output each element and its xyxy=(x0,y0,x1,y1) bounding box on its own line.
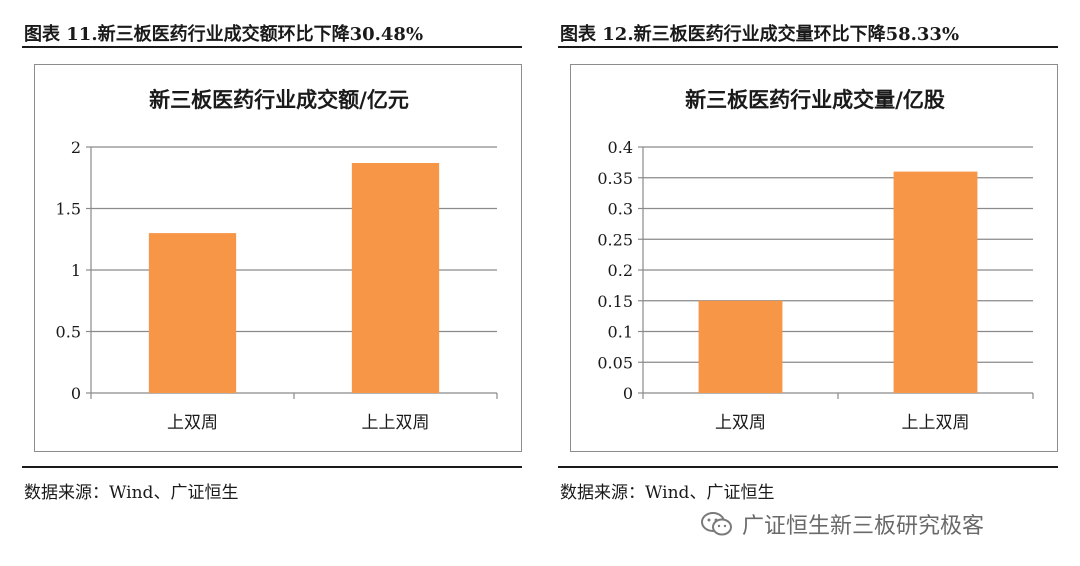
data-source: 数据来源：Wind、广证恒生 xyxy=(560,483,775,503)
bar xyxy=(148,233,237,393)
y-tick-label: 0 xyxy=(623,384,633,403)
chart-frame: 新三板医药行业成交额/亿元 0 0.5 1 1.5 2 上双周 上上双周 xyxy=(34,64,522,452)
y-tick-label: 0 xyxy=(71,384,81,403)
figure-12: 图表 12.新三板医药行业成交量环比下降58.33% 新三板医药行业成交量/亿股… xyxy=(558,0,1066,520)
chart-title: 新三板医药行业成交额/亿元 xyxy=(149,87,409,112)
y-tick-label: 0.4 xyxy=(608,138,633,157)
watermark: 广证恒生新三板研究极客 xyxy=(700,508,984,543)
watermark-text: 广证恒生新三板研究极客 xyxy=(742,514,985,539)
chart-title: 新三板医药行业成交量/亿股 xyxy=(685,87,945,112)
bar xyxy=(351,162,440,393)
x-category-label: 上双周 xyxy=(715,413,766,433)
y-tick-label: 0.15 xyxy=(597,292,633,311)
figure-caption: 图表 11.新三板医药行业成交额环比下降30.48% xyxy=(24,24,424,45)
y-tick-label: 0.3 xyxy=(608,200,633,219)
figure-caption: 图表 12.新三板医药行业成交量环比下降58.33% xyxy=(560,24,960,45)
chart-frame: 新三板医药行业成交量/亿股 0 0.05 0.1 0.15 0.2 0.25 0.3 0.35 0… xyxy=(570,64,1058,452)
y-tick-label: 1 xyxy=(71,261,81,280)
bar xyxy=(893,171,978,393)
y-tick-label: 0.05 xyxy=(597,353,633,372)
x-category-label: 上上双周 xyxy=(362,413,430,433)
y-tick-label: 0.1 xyxy=(608,323,633,342)
bar-chart-turnover: 新三板医药行业成交额/亿元 0 0.5 1 1.5 2 上双周 上上双周 xyxy=(56,87,498,433)
bar xyxy=(698,300,783,393)
x-category-label: 上双周 xyxy=(167,413,218,433)
y-tick-label: 0.5 xyxy=(56,323,81,342)
x-category-label: 上上双周 xyxy=(902,413,970,433)
data-source: 数据来源：Wind、广证恒生 xyxy=(24,483,239,503)
source-rule xyxy=(558,466,1058,468)
y-tick-label: 0.35 xyxy=(597,169,633,188)
source-rule xyxy=(22,466,522,468)
figure-11: 图表 11.新三板医药行业成交额环比下降30.48% 新三板医药行业成交额/亿元… xyxy=(22,0,530,520)
bar-chart-volume: 新三板医药行业成交量/亿股 0 0.05 0.1 0.15 0.2 0.25 0.3 0.35 0… xyxy=(597,87,1034,433)
y-tick-label: 0.25 xyxy=(597,230,633,249)
caption-rule xyxy=(22,46,522,48)
wechat-icon xyxy=(700,511,734,543)
y-tick-label: 2 xyxy=(71,138,81,157)
caption-rule xyxy=(558,46,1058,48)
y-tick-label: 0.2 xyxy=(608,261,633,280)
y-tick-label: 1.5 xyxy=(56,200,81,219)
